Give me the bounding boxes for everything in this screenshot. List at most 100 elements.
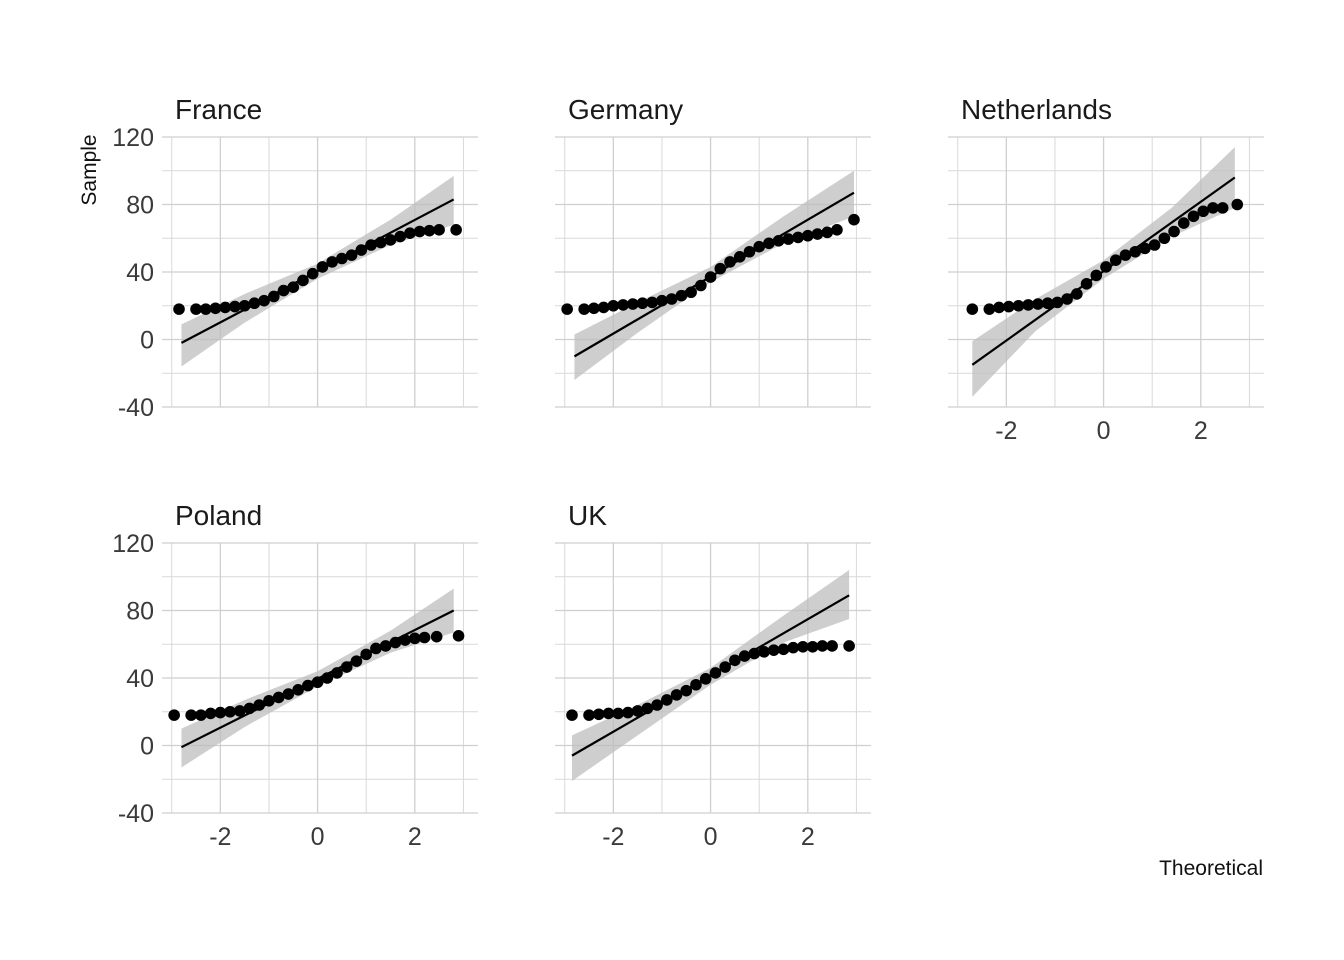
data-point: [224, 705, 236, 718]
data-point: [287, 281, 300, 293]
data-point: [1168, 225, 1180, 238]
data-point: [321, 672, 334, 684]
data-point: [365, 239, 377, 251]
data-point: [355, 244, 368, 256]
data-point: [607, 299, 620, 312]
panel-title: Germany: [568, 94, 683, 125]
data-point: [253, 699, 266, 711]
data-point: [602, 707, 615, 720]
data-point: [233, 705, 246, 717]
data-point: [1177, 217, 1190, 229]
data-point: [631, 705, 644, 717]
data-point: [1012, 299, 1025, 312]
data-point: [695, 279, 707, 292]
data-point: [219, 301, 231, 314]
data-point: [816, 640, 829, 652]
data-point: [763, 237, 775, 250]
data-point: [1187, 210, 1200, 223]
y-tick-label: 40: [126, 665, 154, 693]
data-point: [195, 709, 207, 721]
data-point: [983, 303, 996, 315]
data-point: [418, 631, 431, 644]
data-point: [729, 654, 741, 667]
data-point: [743, 245, 756, 258]
data-point: [263, 694, 275, 707]
data-point: [622, 706, 634, 719]
data-point: [229, 300, 241, 313]
data-point: [306, 267, 319, 280]
data-point: [826, 640, 838, 652]
data-point: [272, 691, 285, 704]
data-point: [626, 298, 639, 310]
facet-panel-poland: Poland -40 0 40 80 120 -2 0 2: [112, 500, 478, 851]
y-tick-label: -40: [118, 394, 154, 422]
y-axis-title: Sample: [78, 134, 101, 205]
data-point: [168, 709, 180, 721]
y-tick-label: 80: [126, 192, 154, 220]
data-point: [797, 640, 809, 653]
data-point: [777, 643, 790, 656]
panel-title: Netherlands: [961, 94, 1112, 125]
data-point: [597, 301, 610, 314]
data-point: [566, 709, 578, 721]
data-point: [268, 290, 280, 303]
data-point: [452, 630, 465, 642]
data-point: [384, 234, 397, 246]
data-point: [214, 706, 227, 719]
data-point: [258, 294, 270, 307]
data-point: [1051, 296, 1064, 309]
data-point: [423, 224, 436, 237]
data-point: [282, 688, 295, 700]
data-point: [561, 303, 573, 315]
data-point: [1197, 205, 1210, 218]
data-point: [238, 299, 251, 312]
data-point: [1231, 198, 1244, 211]
data-point: [709, 667, 722, 679]
facet-panel-netherlands: Netherlands -2 0 2: [948, 94, 1264, 445]
data-point: [345, 249, 358, 261]
data-point: [331, 667, 343, 679]
data-point: [404, 227, 416, 239]
data-point: [656, 294, 668, 307]
data-point: [1061, 293, 1073, 305]
data-point: [1032, 298, 1044, 310]
data-point: [1071, 288, 1083, 300]
data-point: [714, 262, 727, 275]
data-point: [350, 655, 363, 667]
data-point: [209, 302, 222, 315]
data-point: [685, 286, 697, 299]
data-point: [758, 646, 770, 658]
data-point: [651, 699, 663, 711]
y-tick-label: 120: [112, 530, 154, 558]
data-point: [811, 228, 824, 240]
data-point: [588, 302, 600, 315]
data-point: [316, 261, 329, 273]
data-point: [966, 303, 979, 315]
data-point: [297, 274, 309, 287]
x-tick-label: -2: [995, 417, 1017, 445]
y-tick-label: 120: [112, 124, 154, 152]
data-point: [583, 709, 595, 721]
data-point: [243, 702, 256, 715]
data-point: [248, 297, 261, 310]
data-point: [772, 234, 785, 247]
x-tick-label: 0: [311, 823, 325, 851]
data-point: [806, 640, 819, 653]
data-point: [767, 644, 780, 656]
data-point: [1090, 269, 1103, 282]
data-point: [719, 661, 731, 673]
data-point: [413, 225, 426, 238]
data-point: [430, 630, 443, 643]
data-point: [292, 684, 304, 696]
data-point: [612, 707, 624, 720]
data-point: [675, 289, 688, 302]
data-point: [1207, 202, 1219, 214]
data-point: [592, 708, 605, 721]
data-point: [450, 224, 462, 236]
data-point: [792, 231, 804, 244]
data-point: [993, 301, 1005, 314]
data-point: [311, 676, 324, 689]
data-point: [1080, 278, 1093, 290]
facet-panel-france: France -40 0 40 80 120: [112, 94, 478, 422]
